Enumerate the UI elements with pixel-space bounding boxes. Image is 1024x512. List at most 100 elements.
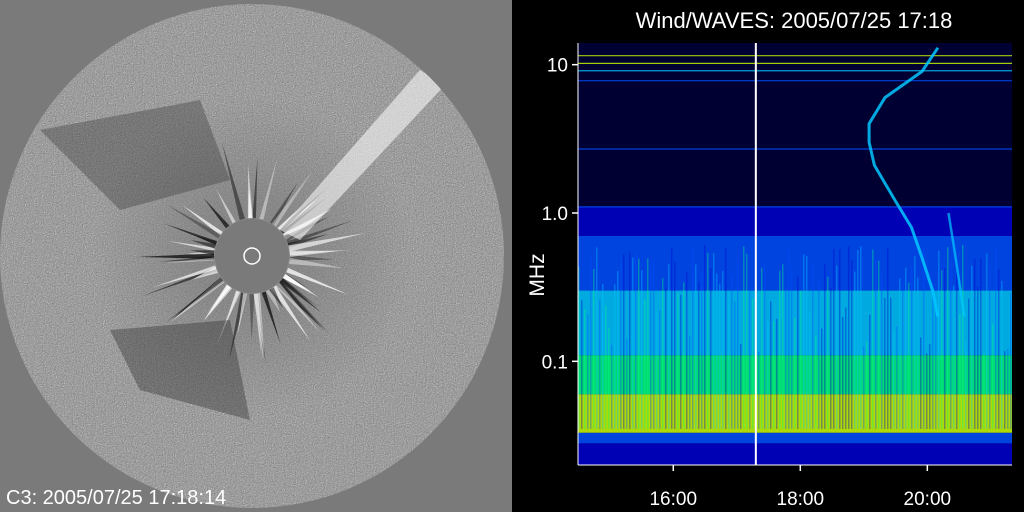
spectrogram-stripe xyxy=(1004,351,1006,429)
spectrogram-stripe xyxy=(782,264,784,429)
spectrogram-stripe xyxy=(605,305,607,429)
streamer-ray xyxy=(283,273,319,298)
streamer-ray xyxy=(289,250,340,257)
y-tick-label: 0.1 xyxy=(542,352,568,373)
streamer-ray xyxy=(270,182,298,226)
spectrogram-stripe xyxy=(914,255,916,429)
sun-position-marker xyxy=(243,247,261,265)
cme-front xyxy=(280,70,445,240)
spectrogram-stripe xyxy=(797,276,799,429)
spectrogram-stripe xyxy=(626,339,628,429)
spectrogram-stripe xyxy=(662,278,664,429)
spectrogram-stripe xyxy=(773,321,775,429)
spectrogram-stripe xyxy=(863,346,865,429)
spectrogram-stripe xyxy=(998,269,1000,429)
spectrogram-stripe xyxy=(584,309,586,429)
x-tick-label: 16:00 xyxy=(649,489,697,510)
streamer-ray xyxy=(164,257,215,264)
spectrogram-stripe xyxy=(602,283,604,429)
spectrogram-stripe xyxy=(794,317,796,429)
streamer-ray xyxy=(203,284,233,321)
spectrogram-stripe xyxy=(650,267,652,429)
spectrogram-stripe xyxy=(737,261,739,429)
spectrogram-plot-area xyxy=(578,43,1012,465)
spectrogram-stripe xyxy=(617,270,619,429)
streamer-ray xyxy=(253,293,264,360)
spectrogram-stripe xyxy=(710,267,712,429)
dark-region xyxy=(40,100,230,210)
streamer-ray xyxy=(280,277,319,308)
spectrogram-stripe xyxy=(926,353,928,429)
spectrogram-stripe xyxy=(779,270,781,429)
y-tick-label: 1.0 xyxy=(542,204,568,225)
spectrogram-stripe xyxy=(947,247,949,429)
spectrogram-band xyxy=(578,235,1012,291)
streamer-ray xyxy=(288,233,366,252)
spectrogram-stripe xyxy=(995,248,997,429)
spectrogram-stripe xyxy=(743,246,745,429)
spectrogram-stripe xyxy=(608,327,610,429)
spectrogram-stripe xyxy=(986,253,988,429)
coronal-streamers xyxy=(137,142,366,365)
spectrogram-stripe xyxy=(818,280,820,429)
y-axis-label: MHz xyxy=(526,253,549,296)
spectrogram-stripe xyxy=(767,321,769,429)
spectrogram-stripe xyxy=(719,283,721,429)
spectrogram-stripe xyxy=(704,245,706,429)
axes: 10 1.0 0.1 16:00 18:00 20:00 xyxy=(542,43,1012,510)
spectrogram-stripe xyxy=(983,353,985,429)
coronagraph-difference-image xyxy=(0,4,504,508)
spectrogram-stripe xyxy=(965,340,967,429)
coronagraph-image-panel: C3: 2005/07/25 17:18:14 xyxy=(0,0,512,512)
spectrogram-stripe xyxy=(722,271,724,429)
dynamic-spectrum-chart: Wind/WAVES: 2005/07/25 17:18 10 1.0 0.1 16:… xyxy=(526,8,1012,510)
x-tick-label: 18:00 xyxy=(777,489,825,510)
spectrogram-stripe xyxy=(875,260,877,429)
spectrogram-stripe xyxy=(623,254,625,429)
streamer-ray xyxy=(259,156,278,220)
spectrogram-stripe xyxy=(881,273,883,429)
spectrogram-stripe xyxy=(728,291,730,429)
spectrogram-stripe xyxy=(845,307,847,429)
streamer-ray xyxy=(253,293,265,353)
dark-region-lower xyxy=(110,320,250,420)
spectrogram-stripe xyxy=(653,260,655,429)
spectrogram-stripe xyxy=(884,297,886,429)
spectrogram-stripe xyxy=(599,300,601,429)
streamer-ray xyxy=(261,291,281,344)
spectrogram-stripe xyxy=(941,270,943,429)
streamer-ray xyxy=(279,278,321,313)
spectrogram-stripe xyxy=(692,246,694,429)
spectrogram-stripe xyxy=(674,261,676,429)
spectrogram-stripe xyxy=(872,249,874,429)
spectrogram-stripe xyxy=(896,326,898,429)
spectrogram-stripe xyxy=(698,281,700,429)
spectrogram-stripe xyxy=(902,284,904,429)
spectrogram-stripe xyxy=(671,248,673,429)
spectrogram-stripe xyxy=(1007,349,1009,429)
spectrogram-stripe xyxy=(824,264,826,429)
streamer-ray xyxy=(247,164,253,219)
spectrogram-stripe xyxy=(815,335,817,429)
spectrogram-stripe xyxy=(581,300,583,429)
spectrogram-stripe xyxy=(878,260,880,429)
spectrogram-stripe xyxy=(851,259,853,429)
spectrogram-stripe xyxy=(620,260,622,429)
spectrogram-stripe xyxy=(668,264,670,429)
spectrogram-stripe xyxy=(587,314,589,429)
radio-burst-track xyxy=(867,46,940,317)
streamer-ray xyxy=(221,142,245,221)
spectrogram-stripe xyxy=(911,266,913,429)
chart-title: Wind/WAVES: 2005/07/25 17:18 xyxy=(636,8,953,33)
spectrogram-band xyxy=(578,355,1012,395)
spectrogram-stripe xyxy=(971,265,973,429)
spectrogram-stripe xyxy=(935,303,937,429)
spectrogram-stripe xyxy=(614,284,616,429)
spectrogram-stripe xyxy=(890,297,892,429)
spectrogram-stripe xyxy=(977,286,979,429)
streamer-ray xyxy=(216,290,240,347)
streamer-ray xyxy=(269,287,283,308)
streamer-ray xyxy=(182,205,223,236)
spectrogram-stripe xyxy=(917,277,919,429)
spectrogram-stripe xyxy=(611,344,613,429)
